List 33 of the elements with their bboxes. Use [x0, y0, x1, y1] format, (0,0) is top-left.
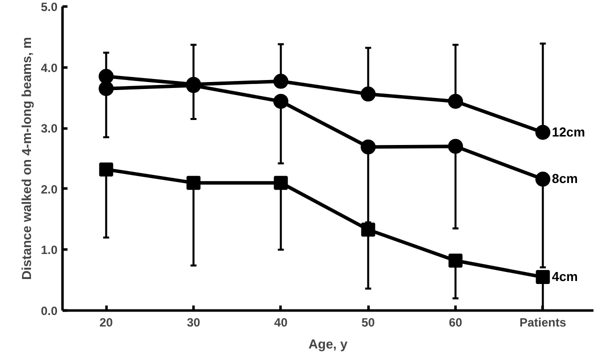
y-tick-label: 4.0 — [40, 60, 58, 75]
x-tick-label: 60 — [448, 316, 463, 330]
y-axis-title: Distance walked on 4-m-long beams, m — [18, 37, 34, 280]
point — [361, 222, 376, 237]
point — [98, 68, 114, 84]
y-tick-label: 2.0 — [40, 182, 58, 196]
point — [535, 172, 550, 187]
y-tick-label: 3.0 — [40, 122, 58, 136]
point — [448, 138, 464, 154]
series-label: 4cm — [552, 269, 578, 284]
point — [273, 74, 288, 89]
x-axis-title: Age, y — [308, 336, 348, 352]
series-label: 8cm — [552, 171, 578, 186]
y-tick-label: 5.0 — [40, 0, 58, 14]
point — [448, 94, 464, 109]
x-tick-label: 20 — [99, 316, 114, 330]
y-tick-label: 1.0 — [40, 243, 58, 258]
point — [274, 176, 288, 190]
x-tick-label: 40 — [274, 316, 288, 330]
series-label: 12cm — [552, 124, 586, 140]
point — [448, 254, 463, 268]
point — [99, 162, 114, 176]
x-tick-label: 50 — [362, 316, 376, 330]
point — [273, 94, 288, 109]
point — [98, 81, 114, 96]
point — [536, 270, 550, 284]
point — [186, 176, 201, 190]
point — [360, 86, 376, 102]
y-tick-label: 0.0 — [40, 304, 58, 318]
point — [535, 124, 550, 140]
point — [360, 139, 376, 154]
x-tick-label: Patients — [520, 316, 567, 330]
x-tick-label: 30 — [186, 316, 201, 330]
